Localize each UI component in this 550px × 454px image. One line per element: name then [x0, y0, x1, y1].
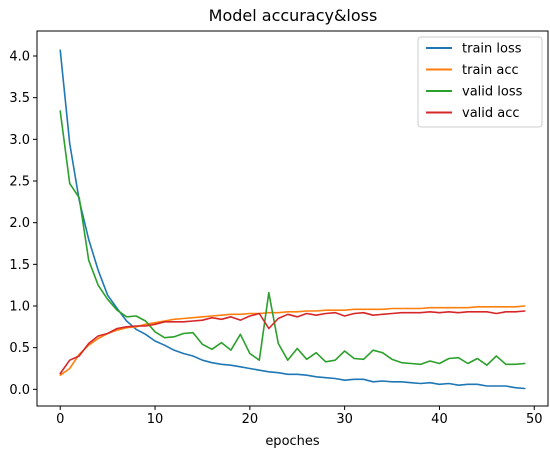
- x-tick-label: 0: [56, 412, 64, 427]
- x-axis-label: epoches: [265, 434, 320, 449]
- series-line-valid-acc: [59, 310, 526, 375]
- y-tick-label: 3.0: [9, 133, 30, 148]
- y-tick-label: 1.0: [9, 300, 30, 315]
- y-tick-label: 1.5: [9, 258, 30, 273]
- series-line-train-loss: [59, 49, 526, 390]
- legend-box: [417, 36, 543, 128]
- y-tick-label: 0.5: [9, 341, 30, 356]
- y-tick-label: 2.5: [9, 175, 30, 190]
- x-tick-label: 20: [242, 412, 259, 427]
- legend-label: valid loss: [462, 85, 523, 100]
- y-tick-label: 2.0: [9, 216, 30, 231]
- x-tick-label: 10: [147, 412, 164, 427]
- y-tick-label: 4.0: [9, 50, 30, 65]
- x-axis: 0 10 20 30 40 50: [56, 406, 543, 427]
- plot-frame: [36, 30, 549, 407]
- legend-label: train acc: [462, 63, 519, 78]
- y-tick-label: 0.0: [9, 383, 30, 398]
- series-layer: [59, 49, 526, 390]
- legend-label: train loss: [462, 42, 522, 57]
- y-tick-label: 3.5: [9, 91, 30, 106]
- x-tick-label: 50: [526, 412, 543, 427]
- legend: train loss train acc valid loss valid acc: [417, 36, 543, 128]
- series-line-valid-loss: [59, 110, 526, 366]
- x-tick-label: 40: [431, 412, 448, 427]
- legend-label: valid acc: [462, 106, 520, 121]
- x-tick-label: 30: [336, 412, 353, 427]
- y-axis: 0.0 0.5 1.0 1.5 2.0 2.5 3.0 3.5 4.0: [9, 50, 37, 398]
- chart-title: Model accuracy&loss: [209, 6, 378, 25]
